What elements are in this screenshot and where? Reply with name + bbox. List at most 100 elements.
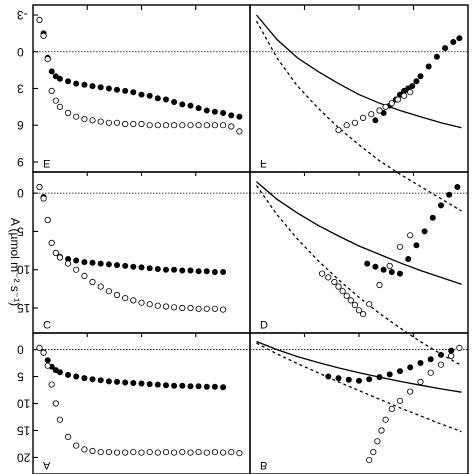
series-filled — [36, 184, 227, 275]
data-point — [220, 306, 227, 313]
data-point — [122, 449, 129, 456]
data-point — [48, 381, 55, 388]
y-tick-label: 0 — [17, 186, 24, 200]
data-point — [65, 433, 72, 440]
data-point — [325, 373, 332, 380]
data-point — [130, 297, 137, 304]
data-point — [171, 266, 178, 273]
data-point — [335, 283, 342, 290]
data-point — [154, 381, 161, 388]
data-point — [113, 119, 121, 126]
model-curve-solid — [256, 14, 462, 129]
data-point — [171, 382, 178, 389]
data-point — [409, 83, 416, 90]
panel-label: F — [260, 157, 267, 169]
data-point — [163, 382, 170, 389]
data-point — [446, 191, 453, 198]
data-point — [122, 262, 129, 269]
data-point — [171, 304, 178, 311]
data-point — [65, 78, 72, 85]
data-point — [48, 68, 55, 75]
data-point — [355, 307, 363, 314]
data-point — [171, 449, 178, 456]
model-curve-dashed — [255, 20, 462, 212]
panel-f: F — [249, 4, 469, 212]
panel-b: B — [249, 332, 469, 474]
data-point — [146, 448, 153, 456]
data-point — [113, 449, 121, 456]
data-point — [179, 448, 186, 456]
data-point — [122, 87, 129, 94]
data-point — [56, 416, 64, 423]
data-point — [81, 116, 88, 123]
data-point — [372, 263, 379, 270]
data-point — [52, 400, 59, 407]
data-point — [73, 113, 80, 120]
data-point — [65, 371, 72, 378]
data-point — [195, 122, 202, 129]
data-point — [73, 373, 80, 380]
panel-frame — [249, 332, 469, 474]
data-point — [437, 361, 445, 368]
data-point — [382, 416, 389, 423]
panel-label: E — [43, 157, 50, 169]
data-point — [454, 184, 461, 191]
data-point — [73, 442, 80, 449]
data-point — [211, 305, 218, 312]
data-point — [211, 383, 218, 390]
data-point — [138, 380, 145, 387]
data-point — [146, 301, 153, 308]
data-point — [396, 270, 403, 277]
data-point — [187, 267, 194, 274]
data-point — [318, 270, 326, 277]
y-tick-label: -3 — [17, 8, 28, 22]
data-point — [130, 89, 137, 96]
data-point — [40, 195, 47, 202]
data-point — [211, 268, 218, 275]
data-point — [427, 369, 434, 376]
data-point — [130, 120, 137, 128]
panel-frame — [32, 4, 251, 173]
data-point — [187, 102, 194, 109]
data-point — [211, 108, 218, 115]
data-point — [220, 110, 227, 117]
data-point — [203, 449, 210, 456]
data-point — [56, 75, 63, 82]
data-point — [44, 357, 51, 364]
data-point — [187, 122, 194, 129]
data-point — [345, 376, 352, 383]
series-open — [36, 344, 243, 457]
data-point — [146, 265, 153, 272]
data-point — [130, 263, 137, 270]
data-point — [378, 427, 385, 434]
data-point — [65, 260, 72, 267]
data-point — [81, 81, 88, 88]
data-point — [114, 86, 121, 93]
data-point — [359, 114, 367, 122]
data-point — [425, 63, 432, 70]
y-tick-label: 0 — [17, 45, 24, 59]
data-point — [228, 123, 235, 130]
data-point — [220, 122, 227, 129]
data-point — [407, 232, 414, 239]
data-point — [146, 122, 153, 129]
data-point — [370, 448, 377, 456]
series-open — [366, 344, 463, 464]
data-point — [335, 127, 342, 134]
data-point — [407, 89, 414, 96]
series-open — [36, 16, 243, 135]
data-point — [56, 103, 64, 111]
data-point — [195, 383, 202, 390]
data-point — [73, 80, 80, 87]
data-point — [122, 379, 129, 386]
data-point — [154, 265, 161, 272]
y-tick-label: 3 — [17, 82, 24, 96]
data-point — [113, 291, 121, 299]
data-point — [220, 384, 227, 391]
y-tick-label: 5 — [17, 224, 24, 238]
data-point — [187, 449, 194, 456]
data-point — [396, 368, 403, 375]
data-point — [376, 374, 383, 381]
data-point — [40, 349, 47, 356]
y-tick-label: 10 — [17, 263, 31, 277]
